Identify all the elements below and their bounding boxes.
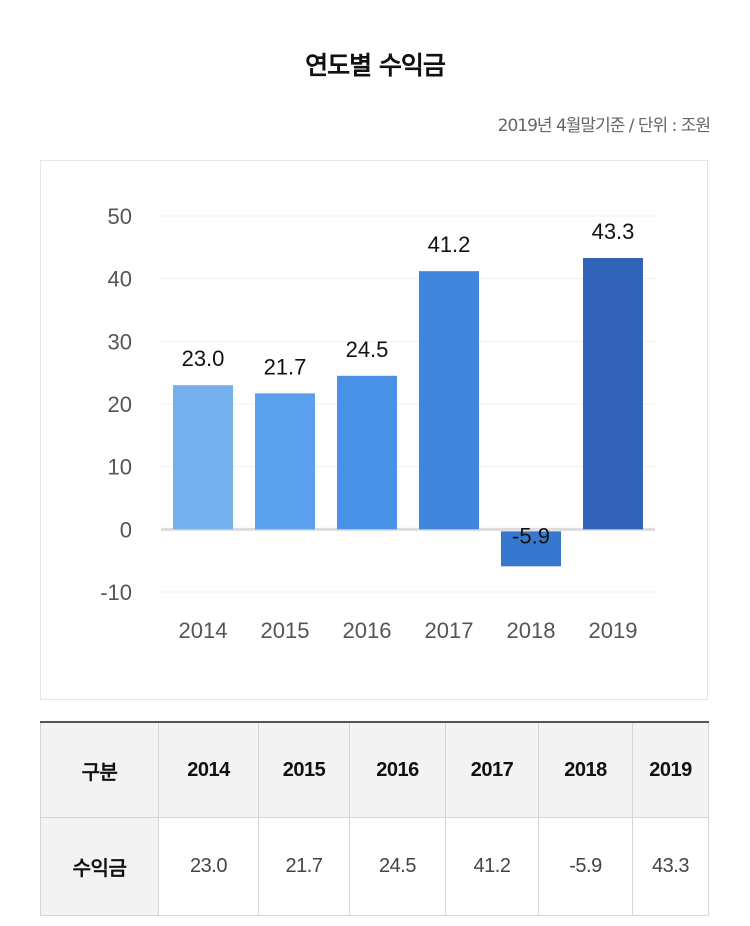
y-tick-label: -10 xyxy=(100,580,132,605)
bar xyxy=(583,257,643,530)
bar xyxy=(255,393,315,530)
bar xyxy=(337,375,397,530)
table-cell: 43.3 xyxy=(632,817,709,916)
header-cell: 2015 xyxy=(258,721,350,818)
y-tick-label: 0 xyxy=(120,517,132,542)
table-cell: 21.7 xyxy=(258,817,350,916)
bar-chart-panel: 50 40 30 20 10 0 -10 23.0 2014 21.7 2015 24.5 2016 41… xyxy=(40,160,708,700)
data-label: -5.9 xyxy=(512,523,550,548)
table-cell: 23.0 xyxy=(158,817,259,916)
y-tick-label: 40 xyxy=(108,267,132,292)
header-cell: 2018 xyxy=(538,721,633,818)
data-label: 23.0 xyxy=(182,346,225,371)
x-tick-label: 2018 xyxy=(507,618,556,643)
x-tick-label: 2016 xyxy=(343,618,392,643)
y-tick-label: 20 xyxy=(108,392,132,417)
chart-title: 연도별 수익금 xyxy=(305,51,446,80)
x-tick-label: 2017 xyxy=(425,618,474,643)
y-tick-label: 30 xyxy=(108,329,132,354)
revenue-table: 구분 2014 2015 2016 2017 2018 2019 수익금 23.… xyxy=(40,721,709,916)
table-cell: -5.9 xyxy=(538,817,633,916)
x-tick-label: 2014 xyxy=(179,618,228,643)
table-cell: 24.5 xyxy=(349,817,446,916)
header-cell: 2017 xyxy=(445,721,539,818)
data-label: 41.2 xyxy=(428,232,471,257)
x-tick-label: 2019 xyxy=(589,618,638,643)
y-tick-label: 50 xyxy=(108,204,132,229)
table-cell: 41.2 xyxy=(445,817,539,916)
header-cell: 구분 xyxy=(40,721,159,818)
table-row: 수익금 23.0 21.7 24.5 41.2 -5.9 43.3 xyxy=(40,817,709,916)
row-label: 수익금 xyxy=(40,817,159,916)
data-label: 21.7 xyxy=(264,354,307,379)
bar xyxy=(501,531,561,567)
unit-note: 2019년 4월말기준 / 단위 : 조원 xyxy=(497,116,711,136)
y-tick-label: 10 xyxy=(108,455,132,480)
x-tick-label: 2015 xyxy=(261,618,310,643)
bar xyxy=(419,271,479,530)
header-cell: 2019 xyxy=(632,721,709,818)
data-label: 43.3 xyxy=(592,219,635,244)
data-label: 24.5 xyxy=(346,337,389,362)
header-cell: 2016 xyxy=(349,721,446,818)
header-cell: 2014 xyxy=(158,721,259,818)
table-header-row: 구분 2014 2015 2016 2017 2018 2019 xyxy=(40,721,709,818)
bar-chart: 50 40 30 20 10 0 -10 23.0 2014 21.7 2015 24.5 2016 41… xyxy=(100,204,655,643)
bar xyxy=(173,385,233,530)
